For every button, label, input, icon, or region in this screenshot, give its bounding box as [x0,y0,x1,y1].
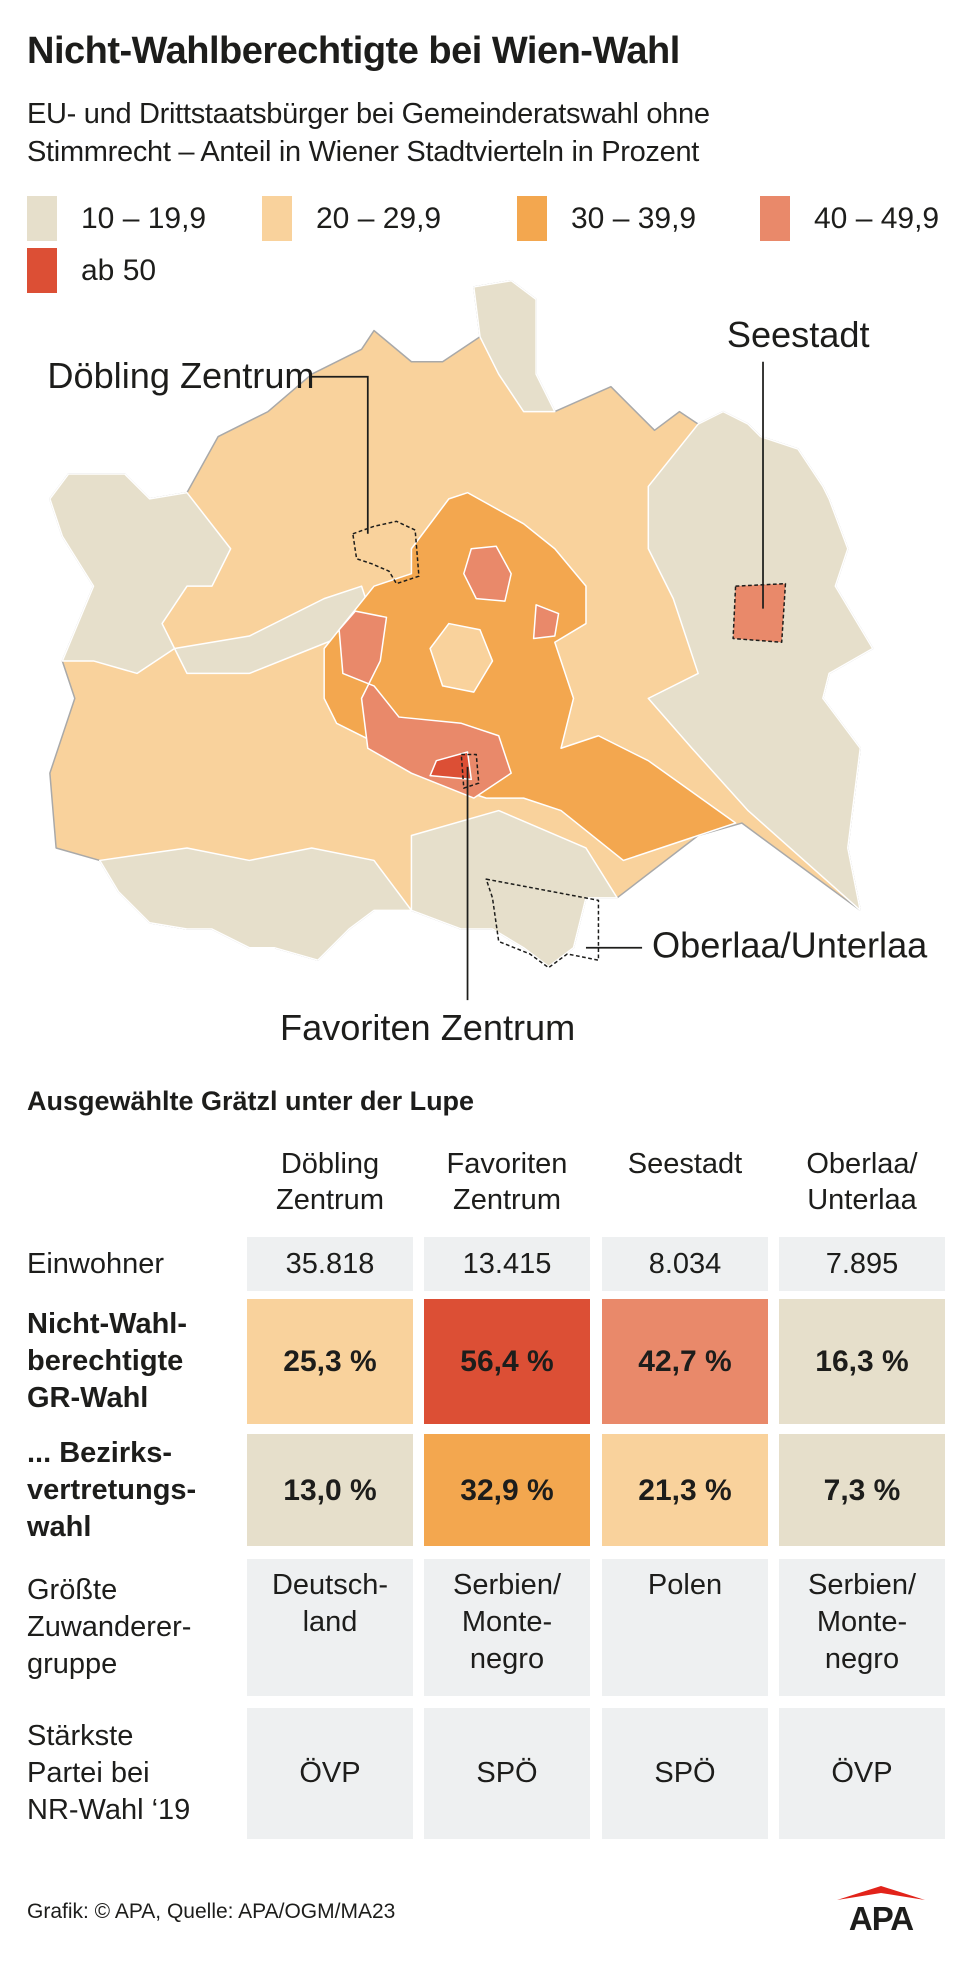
column-header: Döbling Zentrum [276,1148,384,1216]
legend-swatch [760,196,790,241]
map-region-north [473,280,556,413]
legend-item: 20 – 29,9 [262,196,441,241]
table-cell: Deutsch-land [247,1559,413,1696]
map-region-east-salmon [532,604,560,640]
table-cell: 56,4 % [424,1299,590,1424]
legend-label: 40 – 49,9 [814,201,940,235]
table-cell: 7.895 [779,1237,945,1291]
table-cell: 8.034 [602,1237,768,1291]
map-label-doebling: Döbling Zentrum [47,355,314,396]
subtitle-line-2: Stimmrecht – Anteil in Wiener Stadtviert… [27,136,700,168]
legend-label: 30 – 39,9 [571,201,697,235]
table-cell: 16,3 % [779,1299,945,1424]
map-label-seestadt: Seestadt [727,314,870,355]
table-cell: SPÖ [424,1708,590,1839]
row-label: ... Bezirks-vertretungs-wahl [27,1436,197,1543]
source-credit: Grafik: © APA, Quelle: APA/OGM/MA23 [27,1900,396,1923]
table-cell: Serbien/Monte-negro [424,1559,590,1696]
table-cell: ÖVP [779,1708,945,1839]
apa-logo: APA [837,1886,925,1932]
map-region-southwest [98,847,413,961]
legend-label: 20 – 29,9 [316,201,442,235]
vienna-map: Döbling Zentrum Seestadt Favoriten Zentr… [47,280,928,1048]
map-outline-doebling [352,520,420,585]
leader-line-doebling [311,375,369,534]
legend-item: 10 – 19,9 [27,196,206,241]
map-region-east [647,410,874,912]
table-cell: Serbien/Monte-negro [779,1559,945,1696]
row-label: Stärkste Partei bei NR-Wahl ‘19 [27,1720,191,1826]
table-cell: 42,7 % [602,1299,768,1424]
table-cell: Polen [602,1559,768,1696]
row-label: Nicht-Wahl-berechtigte GR-Wahl [27,1308,188,1414]
map-region-center [429,622,494,693]
legend-swatch [27,248,57,293]
map-region-south [410,809,618,968]
map-outline-favoriten [460,753,480,789]
row-label: Größte Zuwanderer-gruppe [27,1574,192,1680]
legend-item: 40 – 49,9 [760,196,939,241]
table-title: Ausgewählte Grätzl unter der Lupe [27,1086,475,1116]
table-cell: 13.415 [424,1237,590,1291]
map-region-north-salmon [463,545,512,602]
chart-title: Nicht-Wahlberechtigte bei Wien-Wahl [27,30,680,72]
legend-label: 10 – 19,9 [81,201,207,235]
map-region-seestadt [732,582,787,644]
column-header: Seestadt [627,1148,743,1180]
table-cell: ÖVP [247,1708,413,1839]
row-label: Einwohner [27,1247,165,1280]
table-cell: 7,3 % [779,1434,945,1546]
table-cell: 25,3 % [247,1299,413,1424]
legend-item: ab 50 [27,248,156,293]
table-cell: 35.818 [247,1237,413,1291]
map-region-west [49,473,232,675]
legend-swatch [27,196,57,241]
svg-text:APA: APA [849,1900,913,1932]
map-outline-oberlaa [485,878,600,969]
legend-label: ab 50 [81,253,157,287]
map-label-favoriten: Favoriten Zentrum [280,1007,575,1048]
map-region-west-salmon [338,610,512,799]
table-cell: 32,9 % [424,1434,590,1546]
column-header: Favoriten Zentrum [446,1148,568,1216]
column-header: Oberlaa/Unterlaa [806,1148,918,1216]
map-label-oberlaa: Oberlaa/Unterlaa [652,925,928,966]
table-cell: SPÖ [602,1708,768,1839]
legend-swatch [517,196,547,241]
table-cell: 21,3 % [602,1434,768,1546]
subtitle-line-1: EU- und Drittstaatsbürger bei Gemeindera… [27,98,710,130]
table-cell: 13,0 % [247,1434,413,1546]
legend-item: 30 – 39,9 [517,196,696,241]
legend-swatch [262,196,292,241]
